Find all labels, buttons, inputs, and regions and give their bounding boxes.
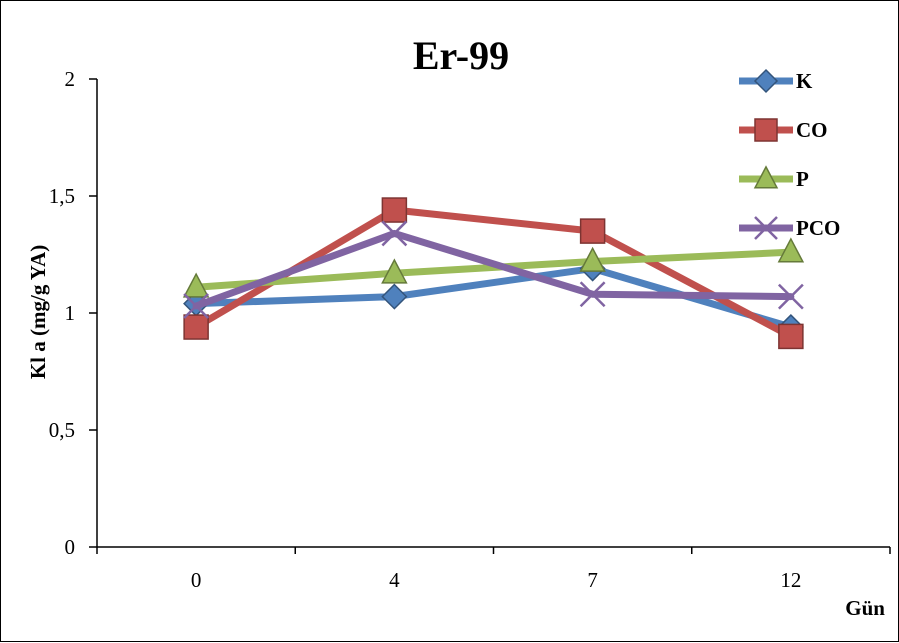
data-point-co — [183, 314, 209, 340]
data-point-p — [579, 246, 606, 272]
legend-marker-k — [753, 68, 779, 94]
series-layer — [182, 197, 805, 350]
data-point-pco — [183, 293, 210, 319]
x-tick-label: 12 — [780, 568, 801, 592]
data-point-p — [182, 272, 210, 298]
data-point-k — [381, 283, 408, 310]
legend: K CO P PCO — [739, 68, 840, 240]
legend-marker-p — [753, 165, 779, 189]
x-tick-label: 0 — [191, 568, 202, 592]
data-point-p — [381, 258, 408, 284]
legend-marker-pco — [754, 216, 778, 240]
data-point-co — [579, 218, 606, 244]
data-point-p — [777, 237, 805, 263]
legend-item-p: P — [739, 165, 809, 191]
y-tick-label: 2 — [65, 67, 76, 91]
chart-title: Er-99 — [413, 33, 509, 78]
series-p — [182, 237, 805, 298]
y-tick-label: 1 — [65, 301, 76, 325]
y-tick-label: 0,5 — [49, 418, 75, 442]
legend-item-pco: PCO — [739, 216, 840, 240]
y-tick-label: 0 — [65, 535, 76, 559]
legend-item-k: K — [739, 68, 813, 94]
y-axis-label: Kl a (mg/g YA) — [26, 245, 50, 379]
legend-label-k: K — [796, 69, 813, 93]
series-pco — [183, 220, 804, 319]
legend-label-pco: PCO — [796, 216, 840, 240]
legend-marker-co — [754, 118, 778, 142]
x-tick-label: 7 — [587, 568, 598, 592]
x-tick-label: 4 — [389, 568, 400, 592]
legend-item-co: CO — [739, 118, 828, 142]
data-point-co — [381, 197, 408, 223]
data-point-pco — [381, 220, 408, 247]
legend-label-co: CO — [796, 118, 828, 142]
axes: 0 0,5 1 1,5 2 0 4 7 12 — [49, 67, 891, 592]
x-axis-label: Gün — [845, 596, 885, 620]
series-line-pco — [192, 229, 795, 310]
data-point-pco — [777, 283, 804, 310]
legend-label-p: P — [796, 167, 809, 191]
y-tick-label: 1,5 — [49, 184, 75, 208]
data-point-co — [778, 323, 804, 350]
data-point-pco — [579, 281, 606, 308]
